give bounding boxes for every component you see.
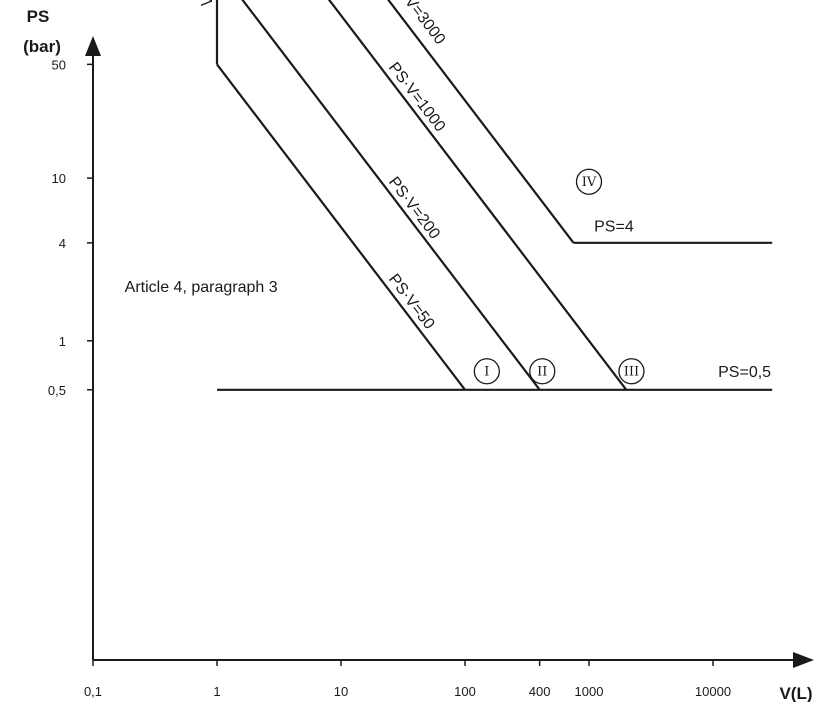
- category-circle: [473, 358, 500, 385]
- x-tick-labels: 0,1 1 10 100 400 1000 10000: [84, 660, 731, 699]
- x-tick-label: 1000: [575, 684, 604, 699]
- x-tick-label: 10: [334, 684, 348, 699]
- category-i-marker: I: [473, 358, 500, 385]
- label-v-1: V=1: [199, 0, 216, 6]
- boundary-lines: [215, 0, 773, 391]
- category-label: IV: [582, 175, 597, 190]
- x-axis-arrow: [793, 652, 814, 668]
- category-label: III: [624, 365, 639, 380]
- x-tick-label: 0,1: [84, 684, 102, 699]
- y-tick-label: 0,5: [48, 383, 66, 398]
- y-tick-label: 10: [52, 171, 66, 186]
- boundary-ps-v-3000: [387, 0, 575, 244]
- x-tick-label: 1: [213, 684, 220, 699]
- label-ps-v-50: PS·V=50: [385, 271, 438, 333]
- category-iv-marker: IV: [575, 168, 603, 195]
- label-ps-v-1000: PS·V=1000: [385, 59, 448, 135]
- boundary-ps-v-1000: [327, 0, 628, 391]
- category-circle: [575, 168, 603, 195]
- y-tick-label: 50: [52, 57, 66, 72]
- x-tick-label: 400: [529, 684, 551, 699]
- y-axis-title: PS: [27, 7, 50, 26]
- label-ps-0-5: PS=0,5: [718, 364, 771, 381]
- y-axis-unit: (bar): [23, 37, 61, 56]
- category-iii-marker: III: [618, 358, 645, 385]
- category-label: II: [537, 365, 547, 380]
- category-circle: [618, 358, 645, 385]
- x-tick-label: 100: [454, 684, 476, 699]
- category-markers: IVIIIIVIIIIII: [473, 168, 645, 385]
- y-tick-labels: 10000300010002005010410,5: [48, 57, 93, 398]
- category-label: I: [484, 365, 489, 380]
- axes: PS (bar) V(L): [23, 7, 814, 702]
- category-ii-marker: II: [529, 358, 556, 385]
- x-tick-label: 10000: [695, 684, 731, 699]
- category-circle: [529, 358, 556, 385]
- y-axis-arrow: [85, 36, 101, 56]
- y-tick-label: 1: [59, 334, 66, 349]
- label-ps-v-200: PS·V=200: [385, 174, 443, 243]
- y-tick-label: 4: [59, 236, 66, 251]
- line-labels: PS=3000PS=1000V=1PS·V=3000PS·V=1000PS·V=…: [125, 0, 772, 381]
- boundary-ps-v-50: [216, 63, 466, 391]
- x-axis-title: V(L): [779, 684, 812, 702]
- annotation-article-4: Article 4, paragraph 3: [125, 279, 278, 296]
- label-ps-4: PS=4: [594, 218, 634, 235]
- boundary-ps-v-200: [241, 0, 541, 391]
